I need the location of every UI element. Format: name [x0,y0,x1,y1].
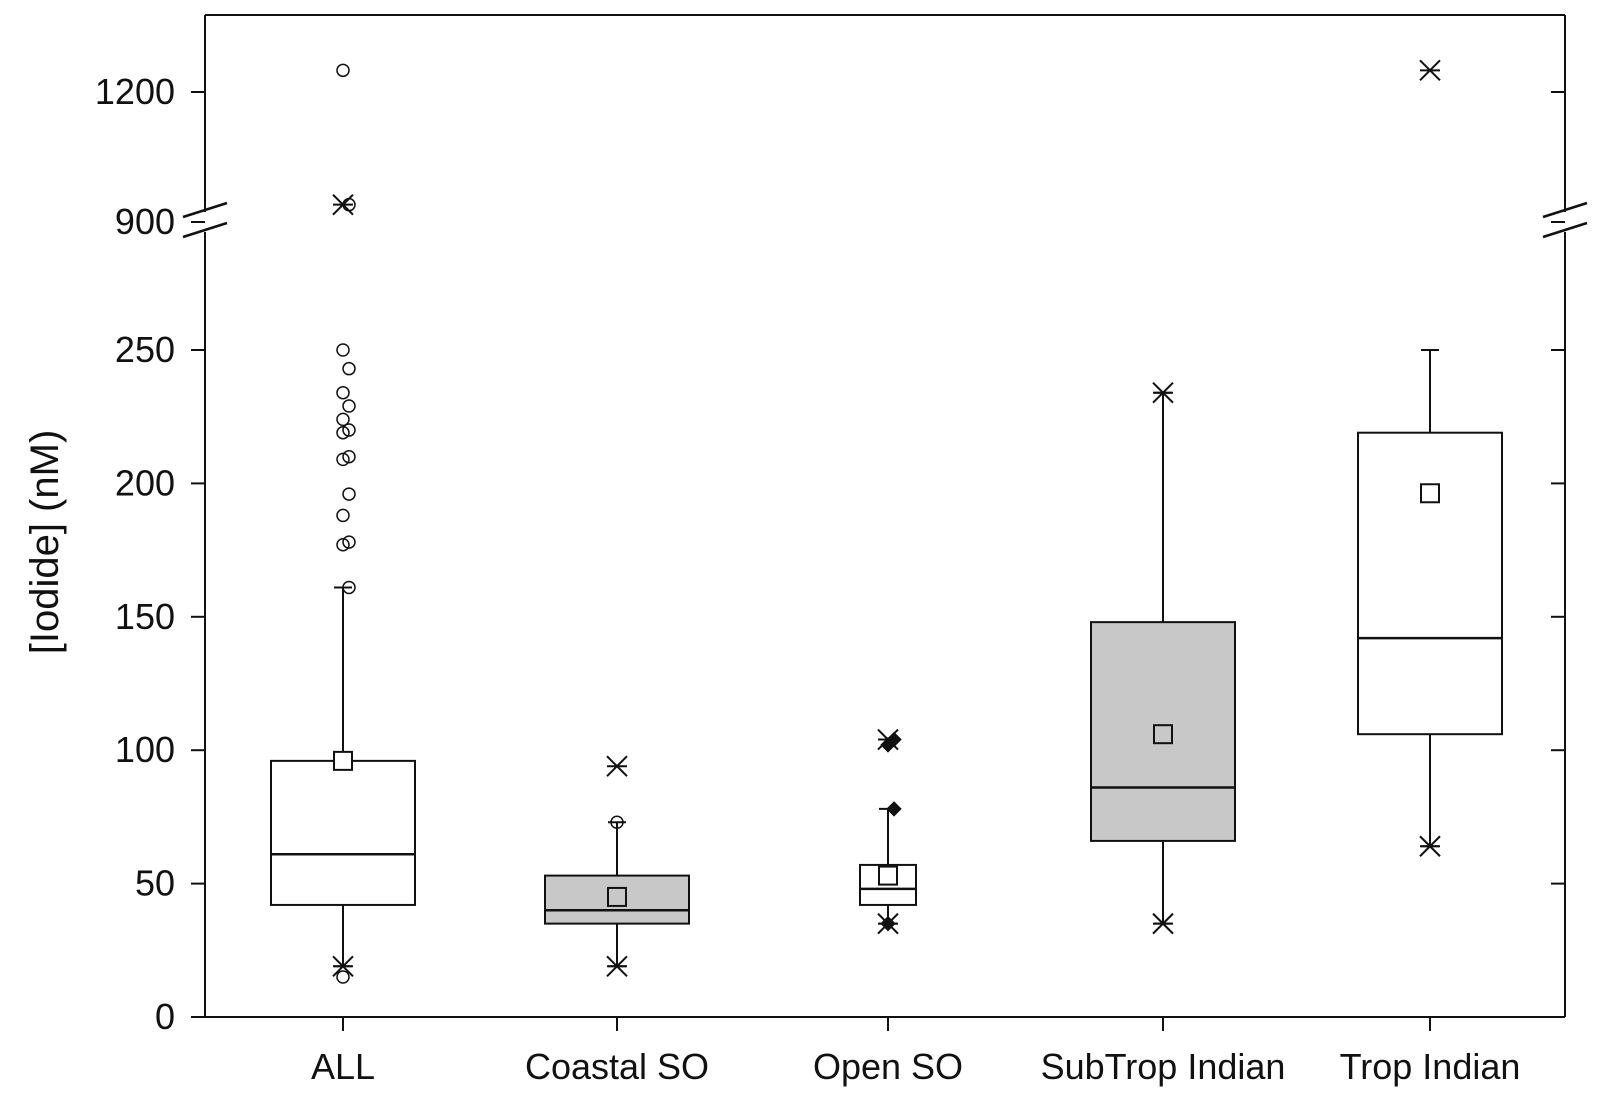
extreme-marker-trop-indian-0 [1419,835,1441,857]
outlier-all-6 [336,452,350,467]
axis-break-mark-left-2 [182,221,228,239]
y-tick-label-100: 100 [115,729,175,770]
y-tick-label-250: 250 [115,329,175,370]
extreme-marker-subtrop-indian-1 [1152,381,1174,404]
x-tick-label-coastal-so: Coastal SO [525,1046,709,1087]
y-tick-label-0: 0 [155,996,175,1037]
y-tick-label-50: 50 [135,863,175,904]
outlier-all-4 [336,508,350,523]
x-tick-label-subtrop-indian: SubTrop Indian [1041,1046,1286,1087]
extreme-marker-trop-indian-1 [1419,59,1441,82]
outlier-coastal-so-0 [610,815,624,829]
outlier-all-13 [342,361,356,376]
mean-marker-all [333,750,353,771]
box-all [270,759,416,906]
axis-break-mark-right-2 [1542,221,1588,239]
extreme-marker-coastal-so-0 [606,955,628,978]
y-axis-title: [Iodide] (nM) [23,430,67,655]
box-series [270,349,1503,968]
x-tick-label-open-so: Open SO [813,1046,963,1087]
mean-marker-trop-indian [1420,483,1440,504]
y-tick-label-200: 200 [115,462,175,503]
extreme-marker-subtrop-indian-0 [1152,912,1174,935]
outlier-all-11 [342,399,356,413]
outlier-all-5 [342,487,356,501]
outlier-all-3 [342,535,356,549]
extreme-marker-coastal-so-1 [606,755,628,777]
outlier-all-14 [336,343,350,357]
outlier-all-0 [336,970,350,984]
y-tick-label-1200: 1200 [95,71,175,112]
x-axis: ALL Coastal SO Open SO SubTrop Indian Trop I… [311,1017,1520,1087]
y-axis: 0 50 100 150 200 250 900 1200 [95,71,1565,1037]
extreme-marker-all-1 [332,193,354,216]
outlier-all-1 [342,580,356,595]
extreme-marker-open-so-0 [877,912,899,935]
x-tick-label-trop-indian: Trop Indian [1340,1046,1521,1087]
axis-break-mark-left-1 [182,201,228,219]
y-tick-label-900: 900 [115,201,175,242]
extreme-marker-all-0 [332,955,354,978]
extreme-marker-open-so-1 [877,728,899,751]
mean-marker-subtrop-indian [1153,724,1173,745]
axis-break-mark-right-1 [1542,201,1588,219]
plot-frame [182,14,1588,1018]
y-tick-label-150: 150 [115,596,175,637]
outlier-all-16 [336,63,350,78]
outlier-all-2 [336,538,350,552]
outlier-all-10 [336,412,350,427]
outlier-all-9 [342,423,356,437]
outlier-all-12 [336,385,350,400]
x-tick-label-all: ALL [311,1046,375,1087]
mean-marker-open-so [878,865,898,886]
mean-marker-coastal-so [607,886,627,907]
outlier-points [332,59,1441,984]
outlier-open-so-1 [886,801,902,817]
outlier-all-8 [336,425,350,440]
box-trop-indian [1357,431,1503,736]
outlier-all-7 [342,449,356,464]
